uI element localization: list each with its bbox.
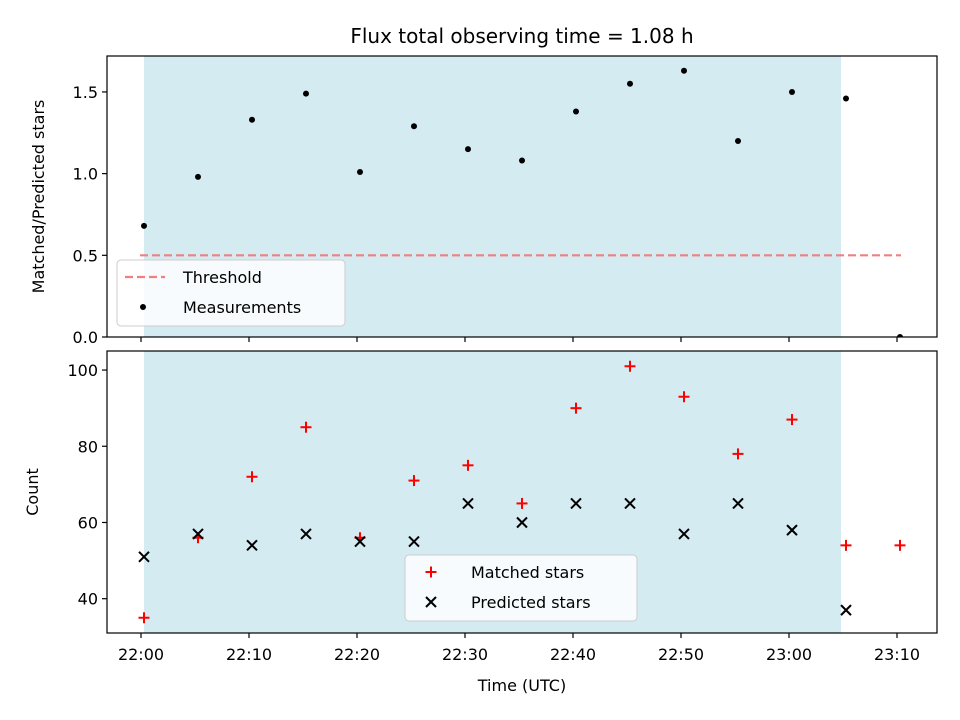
data-point: [732, 497, 744, 510]
data-point: [195, 173, 201, 180]
data-point: [786, 524, 798, 536]
y-tick-label: 0.5: [73, 246, 98, 265]
data-point: [408, 535, 420, 548]
data-point: [732, 448, 744, 460]
data-point: [840, 604, 852, 616]
legend-label: Matched stars: [471, 563, 584, 582]
data-point: [627, 80, 633, 87]
y-tick-label: 1.5: [73, 83, 98, 102]
data-point: [138, 551, 150, 563]
data-point: [573, 108, 579, 115]
legend-label: Predicted stars: [471, 593, 591, 612]
data-point: [246, 539, 258, 552]
data-point: [516, 516, 528, 529]
legend: Threshold Measurements: [116, 259, 346, 327]
data-point: [357, 168, 363, 175]
chart-title: Flux total observing time = 1.08 h: [350, 24, 693, 48]
y-tick-label: 40: [78, 590, 98, 609]
data-point: [681, 67, 687, 74]
legend-label: Threshold: [182, 268, 262, 287]
data-point: [519, 157, 525, 164]
x-tick-label: 23:00: [766, 645, 812, 664]
data-point: [465, 146, 471, 153]
series-predicted-stars: [138, 497, 852, 616]
data-point: [246, 471, 258, 483]
data-point: [624, 360, 636, 372]
data-point: [570, 402, 582, 414]
y-tick-label: 0.0: [73, 328, 98, 347]
data-point: [138, 612, 150, 624]
y-tick-label: 1.0: [73, 165, 98, 184]
data-point: [789, 88, 795, 95]
data-point: [411, 123, 417, 130]
data-point: [840, 539, 852, 551]
legend: Matched stars Predicted stars: [404, 554, 638, 622]
x-tick-label: 22:40: [550, 645, 596, 664]
data-point: [786, 414, 798, 426]
y-tick-label: 80: [78, 437, 98, 456]
x-tick-label: 22:10: [226, 645, 272, 664]
top-panel: 0.0 0.5 1.0 1.5 Matched/Predicted stars Thres…: [29, 55, 938, 347]
x-tick-label: 22:00: [118, 645, 164, 664]
x-tick-label: 22:50: [658, 645, 704, 664]
y-axis-label: Count: [23, 468, 42, 516]
data-point: [516, 497, 528, 509]
x-tick-label: 22:30: [442, 645, 488, 664]
x-axis-label: Time (UTC): [477, 676, 566, 695]
data-point: [894, 539, 906, 551]
legend-swatch: [425, 596, 437, 608]
data-point: [624, 497, 636, 510]
data-point: [408, 475, 420, 487]
data-point: [303, 90, 309, 97]
data-point: [462, 459, 474, 471]
legend-swatch: [140, 304, 146, 310]
y-tick-label: 100: [67, 361, 98, 380]
axes-frame: [106, 350, 938, 634]
data-point: [300, 528, 312, 540]
data-point: [735, 137, 741, 144]
data-point: [192, 528, 204, 540]
data-point: [678, 391, 690, 403]
y-tick-label: 60: [78, 513, 98, 532]
x-tick-label: 22:20: [334, 645, 380, 664]
legend-label: Measurements: [183, 298, 301, 317]
data-point: [141, 222, 147, 229]
data-point: [462, 497, 474, 510]
data-point: [843, 95, 849, 102]
legend-swatch: [425, 566, 437, 578]
data-point: [570, 497, 582, 510]
data-point: [354, 535, 366, 548]
data-point: [897, 334, 903, 337]
series-measurements: [141, 67, 903, 337]
axes-frame: [106, 55, 938, 338]
data-point: [678, 528, 690, 540]
data-point: [249, 116, 255, 123]
x-tick-label: 23:10: [874, 645, 920, 664]
bottom-panel: 40 60 80 100 22:00 22:10 22:20 22:30 22:40 22:50 2…: [23, 350, 938, 664]
data-point: [300, 421, 312, 433]
y-axis-label: Matched/Predicted stars: [29, 100, 48, 294]
